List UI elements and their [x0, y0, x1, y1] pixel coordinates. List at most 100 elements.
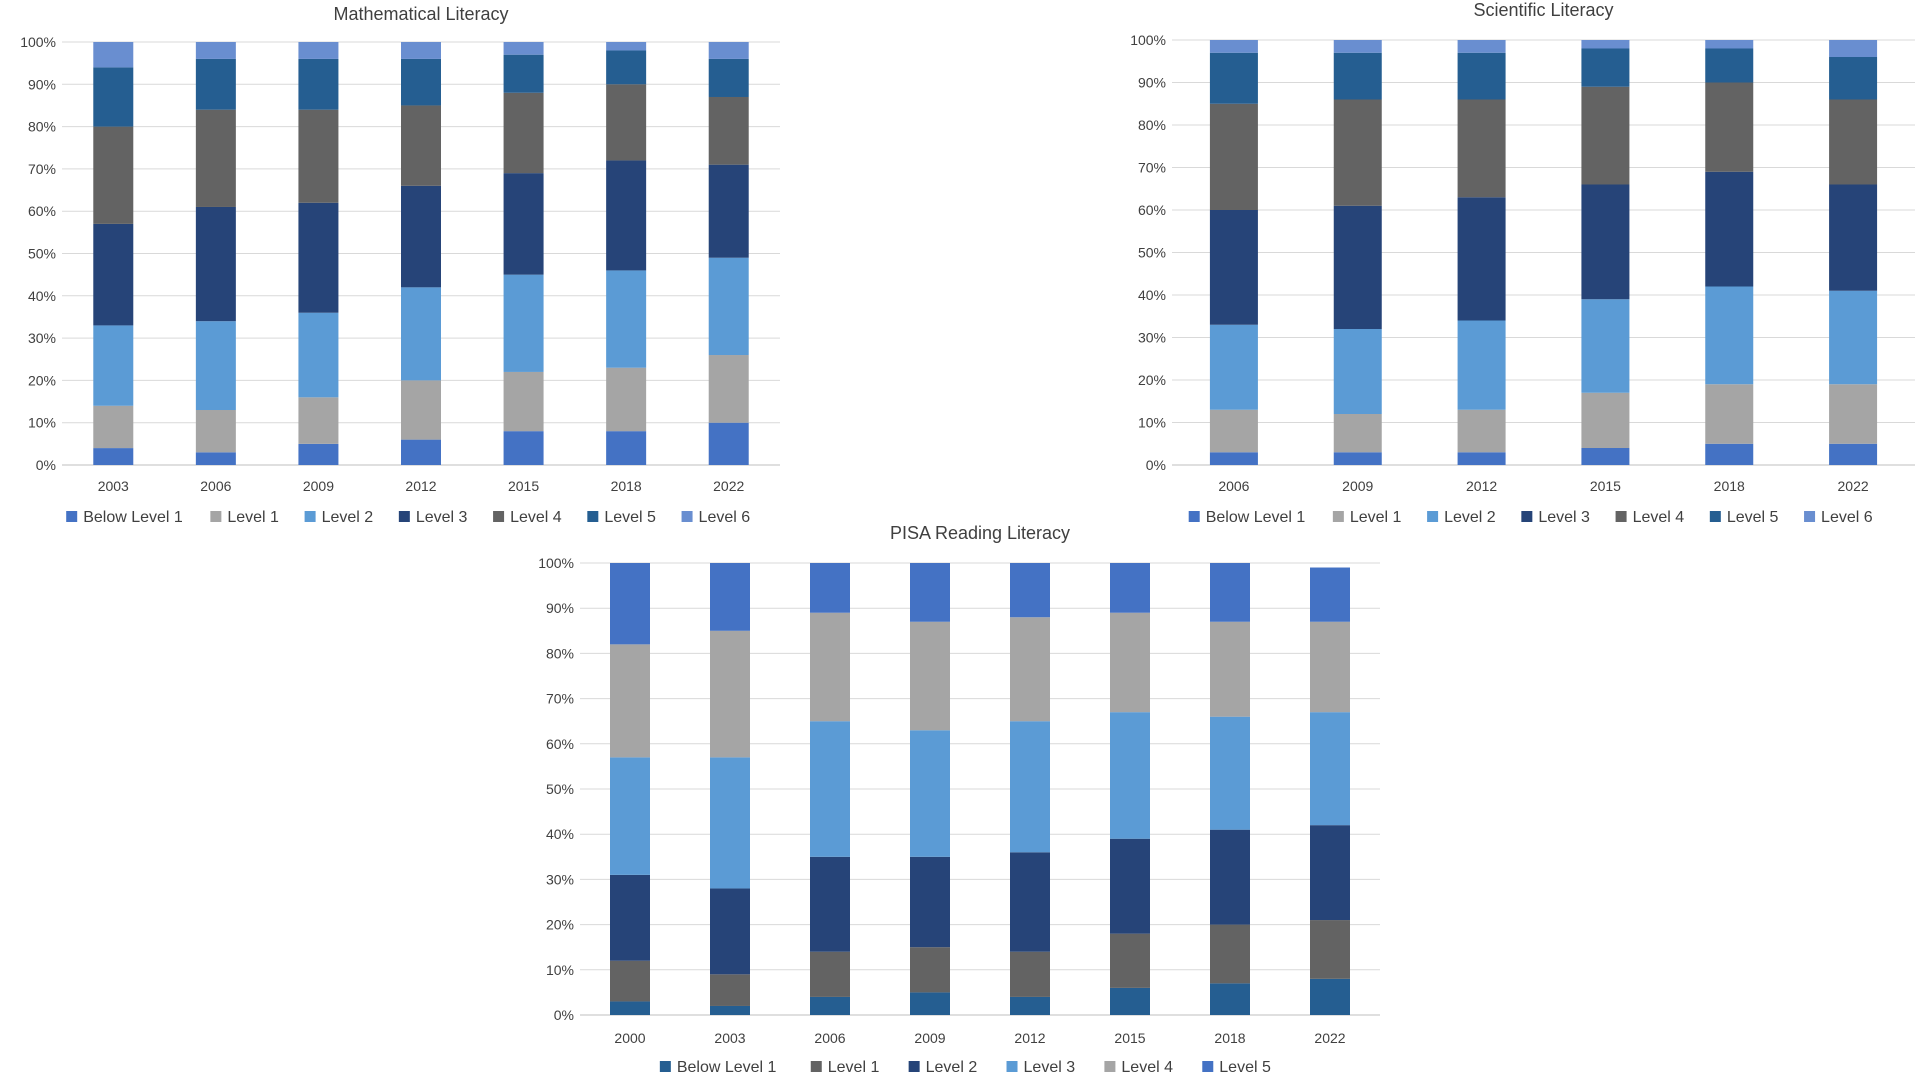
y-tick-label: 60% — [1138, 202, 1166, 218]
bar-segment-level-4-2009 — [910, 621, 950, 731]
bar-segment-level-1-2015 — [1581, 392, 1630, 448]
y-tick-label: 100% — [538, 555, 574, 571]
bar-segment-level-2-2003 — [93, 325, 134, 406]
legend-label: Level 3 — [1024, 1059, 1076, 1076]
x-tick-label: 2006 — [200, 478, 231, 494]
bar-segment-level-5-2006 — [1209, 52, 1258, 104]
bar-segment-level-5-2006 — [810, 563, 850, 613]
bar-segment-level-5-2018 — [1210, 563, 1250, 622]
bar-segment-level-4-2012 — [1457, 99, 1506, 198]
y-tick-label: 90% — [546, 600, 574, 616]
bar-segment-level-5-2015 — [1581, 48, 1630, 87]
x-tick-label: 2006 — [1218, 478, 1249, 494]
legend-swatch — [1804, 511, 1816, 522]
y-tick-label: 50% — [546, 781, 574, 797]
bar-segment-level-1-2009 — [298, 397, 339, 444]
bar-segment-level-4-2003 — [93, 126, 134, 224]
x-tick-label: 2015 — [508, 478, 539, 494]
bar-segment-level-1-2003 — [710, 974, 750, 1006]
chart-title: PISA Reading Literacy — [890, 525, 1070, 543]
bar-segment-level-6-2006 — [195, 42, 236, 59]
bar-segment-level-1-2009 — [910, 947, 950, 993]
bar-segment-level-2-2022 — [1829, 290, 1878, 385]
y-tick-label: 0% — [36, 457, 56, 473]
legend-label: Level 4 — [1633, 509, 1685, 526]
x-tick-label: 2000 — [614, 1030, 645, 1046]
y-tick-label: 10% — [1138, 415, 1166, 431]
bar-segment-level-5-2018 — [1705, 48, 1754, 83]
bar-segment-level-2-2009 — [910, 856, 950, 948]
bar-segment-level-4-2003 — [710, 630, 750, 758]
bar-segment-below-level-1-2009 — [1333, 452, 1382, 465]
bar-segment-level-1-2015 — [1110, 933, 1150, 988]
bar-segment-below-level-1-2006 — [810, 996, 850, 1015]
legend-label: Level 5 — [1727, 509, 1779, 526]
bar-segment-level-6-2003 — [93, 42, 134, 68]
bar-segment-level-1-2022 — [708, 355, 749, 423]
bar-segment-level-3-2022 — [708, 164, 749, 258]
bar-segment-level-5-2009 — [298, 58, 339, 110]
x-tick-label: 2009 — [303, 478, 334, 494]
bar-segment-level-5-2018 — [606, 50, 647, 85]
legend-swatch — [1006, 1061, 1018, 1072]
legend-label: Level 1 — [227, 509, 279, 526]
legend-label: Level 2 — [1444, 509, 1496, 526]
x-tick-label: 2012 — [1466, 478, 1497, 494]
bar-segment-level-5-2009 — [910, 563, 950, 622]
bar-segment-level-6-2012 — [401, 42, 441, 59]
bar-segment-below-level-1-2003 — [93, 448, 134, 465]
bar-segment-level-6-2022 — [708, 42, 749, 59]
legend-item-level-4: Level 4 — [1104, 1059, 1173, 1076]
y-tick-label: 30% — [1138, 330, 1166, 346]
scientific-literacy-svg: Scientific Literacy 0% 10% 20% 30% 40% 50% 60% 7… — [1130, 0, 1915, 526]
bar-segment-below-level-1-2000 — [610, 1001, 650, 1015]
y-tick-label: 100% — [1130, 32, 1166, 48]
legend-swatch — [1521, 511, 1533, 522]
legend-swatch — [908, 1061, 920, 1072]
y-tick-label: 90% — [28, 76, 56, 92]
bar-segment-below-level-1-2015 — [1581, 448, 1630, 465]
bar-segment-level-4-2012 — [1010, 617, 1050, 722]
legend-item-level-5: Level 5 — [1709, 509, 1779, 526]
bar-segment-level-3-2012 — [401, 185, 441, 288]
bar-segment-level-1-2015 — [503, 371, 544, 432]
bar-segment-level-4-2022 — [1310, 621, 1350, 713]
bar-segment-level-3-2015 — [503, 173, 544, 275]
bar-segment-level-4-2012 — [401, 105, 441, 186]
bar-segment-level-5-2015 — [1110, 563, 1150, 613]
legend-swatch — [66, 511, 78, 522]
legend-label: Level 1 — [828, 1059, 880, 1076]
bar-segment-level-6-2006 — [1209, 40, 1258, 53]
bar-segment-level-4-2006 — [1209, 103, 1258, 210]
bar-segment-level-3-2009 — [910, 730, 950, 857]
legend-item-level-3: Level 3 — [1521, 509, 1590, 526]
legend-item-level-5: Level 5 — [587, 509, 656, 526]
bar-segment-level-6-2022 — [1829, 40, 1878, 57]
bar-segment-level-1-2012 — [1457, 409, 1506, 453]
y-tick-label: 80% — [546, 645, 574, 661]
y-tick-label: 50% — [28, 246, 56, 262]
bar-segment-level-2-2009 — [1333, 329, 1382, 414]
bar-segment-level-1-2022 — [1310, 920, 1350, 979]
bar-segment-level-3-2003 — [710, 757, 750, 889]
y-tick-label: 40% — [546, 826, 574, 842]
legend-swatch — [1709, 511, 1721, 522]
bar-segment-level-5-2003 — [93, 67, 134, 127]
bar-segment-level-4-2009 — [298, 109, 339, 203]
bar-segment-level-2-2022 — [708, 257, 749, 356]
bar-segment-below-level-1-2022 — [1829, 443, 1878, 465]
legend-swatch — [1104, 1061, 1116, 1072]
bar-segment-level-3-2003 — [93, 223, 134, 326]
bar-segment-level-4-2000 — [610, 644, 650, 758]
legend-item-level-1: Level 1 — [810, 1059, 880, 1076]
bar-segment-level-5-2022 — [708, 58, 749, 97]
x-tick-label: 2003 — [714, 1030, 745, 1046]
x-tick-label: 2022 — [1838, 478, 1869, 494]
x-tick-label: 2012 — [405, 478, 436, 494]
legend-label: Level 4 — [510, 509, 562, 526]
bar-segment-level-4-2022 — [1829, 99, 1878, 185]
bar-segment-level-5-2022 — [1829, 57, 1878, 100]
legend-item-level-3: Level 3 — [1006, 1059, 1076, 1076]
bar-segment-level-2-2015 — [1581, 299, 1630, 393]
bar-segment-below-level-1-2018 — [1210, 983, 1250, 1015]
